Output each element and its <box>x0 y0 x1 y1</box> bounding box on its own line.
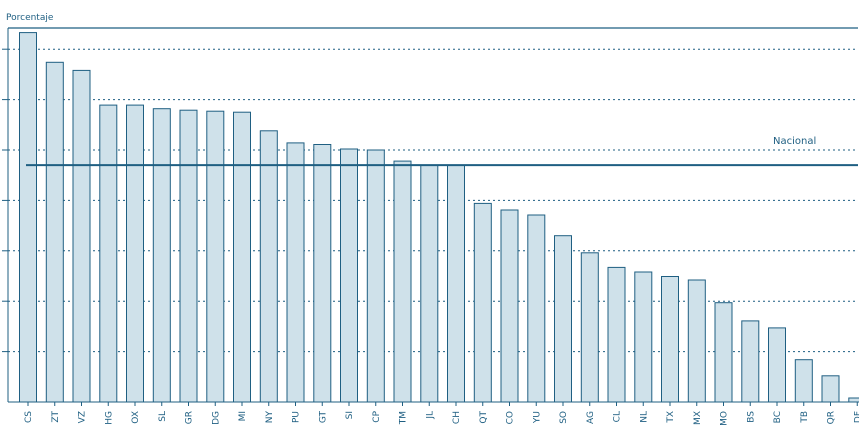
bar-so <box>554 235 572 403</box>
bar-bs <box>741 320 760 403</box>
bar-co <box>500 209 519 403</box>
x-tick-label-cp: CP <box>372 410 382 422</box>
x-tick-label-cl: CL <box>613 411 623 422</box>
x-tick-label-ny: NY <box>265 411 275 424</box>
x-tick-label-gr: GR <box>185 411 195 424</box>
bar-tx <box>661 276 679 403</box>
x-tick-label-mi: MI <box>238 411 248 421</box>
bar-zt <box>45 61 64 403</box>
x-tick-label-bs: BS <box>746 411 756 423</box>
y-axis-label: Porcentaje <box>6 13 54 23</box>
bar-mi <box>233 111 251 403</box>
bar-mx <box>687 279 706 403</box>
x-tick-label-yu: YU <box>532 411 542 424</box>
x-tick-label-sl: SL <box>158 411 168 422</box>
x-tick-label-ox: OX <box>131 411 141 424</box>
x-tick-label-nl: NL <box>639 411 649 423</box>
x-tick-label-bc: BC <box>773 411 783 423</box>
bar-si <box>340 148 358 403</box>
bars <box>19 32 859 403</box>
bar-gr <box>179 109 198 403</box>
x-tick-label-gt: GT <box>318 411 328 424</box>
bar-gt <box>313 144 332 403</box>
x-tick-label-qt: QT <box>479 411 489 424</box>
x-tick-label-pu: PU <box>292 411 302 423</box>
bar-cl <box>607 266 626 403</box>
x-tick-label-mx: MX <box>693 411 703 425</box>
bar-hg <box>99 104 118 403</box>
x-tick-label-dg: DG <box>211 411 221 425</box>
x-tick-label-tx: TX <box>666 411 676 424</box>
bar-nl <box>634 271 653 403</box>
bar-cs <box>19 32 37 403</box>
bar-ch <box>447 164 465 403</box>
bar-sl <box>152 108 171 403</box>
x-tick-labels: CS ZT VZ HG OX SL GR DG MI NY PU GT SI CP TM JL CH QT CO YU… <box>24 402 859 426</box>
bar-df <box>848 397 859 403</box>
x-tick-label-qr: QR <box>827 411 837 424</box>
x-tick-label-cs: CS <box>24 411 34 423</box>
x-tick-label-ag: AG <box>586 411 596 424</box>
x-tick-label-hg: HG <box>104 411 114 425</box>
x-tick-label-zt: ZT <box>51 411 61 423</box>
bar-jl <box>420 164 439 403</box>
x-tick-label-mo: MO <box>720 411 730 426</box>
x-tick-label-si: SI <box>345 411 355 419</box>
x-tick-label-co: CO <box>506 411 516 424</box>
x-tick-label-so: SO <box>559 411 569 424</box>
bar-tm <box>393 160 412 403</box>
bar-pu <box>286 142 305 403</box>
bar-ox <box>126 104 144 403</box>
bar-ag <box>580 252 599 403</box>
x-tick-label-tm: TM <box>399 411 409 425</box>
bar-yu <box>527 214 546 403</box>
bar-ny <box>259 130 278 403</box>
x-tick-label-tb: TB <box>800 411 810 424</box>
bar-mo <box>714 302 733 403</box>
bar-cp <box>366 149 385 403</box>
reference-line-label: Nacional <box>773 136 816 147</box>
bar-dg <box>206 110 225 403</box>
x-tick-label-ch: CH <box>452 411 462 424</box>
bar-vz <box>72 69 91 403</box>
bar-qr <box>821 375 840 403</box>
reference-line-group: Nacional <box>26 136 858 167</box>
bar-bc <box>768 327 786 403</box>
x-tick-label-vz: VZ <box>78 411 88 423</box>
x-tick-label-jl: JL <box>425 411 435 420</box>
x-tick-label-df: DF <box>853 411 859 423</box>
bar-qt <box>473 202 492 403</box>
bar-tb <box>794 359 813 403</box>
